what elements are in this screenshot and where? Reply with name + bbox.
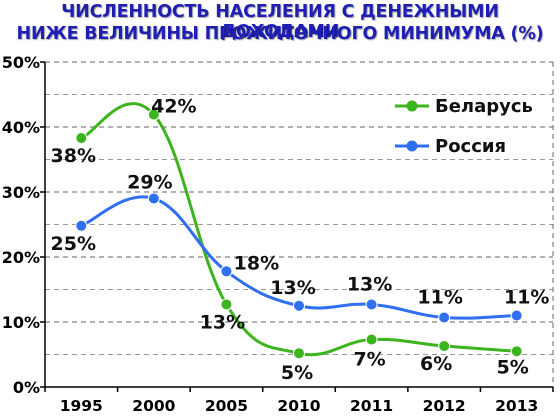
x-tick-label: 2013 xyxy=(495,397,538,415)
data-label: 13% xyxy=(270,277,315,299)
data-label: 7% xyxy=(353,349,385,371)
series-russia xyxy=(75,192,523,324)
y-tick-label: 40% xyxy=(2,118,40,137)
data-label: 5% xyxy=(281,362,313,384)
legend-marker xyxy=(406,100,418,112)
y-tick-label: 10% xyxy=(2,313,40,332)
data-label: 5% xyxy=(497,356,529,378)
data-point xyxy=(293,299,305,312)
x-tick-label: 2010 xyxy=(277,397,320,415)
y-tick-label: 20% xyxy=(2,248,40,267)
data-labels: 38% 42% 13% 5% 7% 6% 5% 25% 29% 18% 13% 13% 11% 11% xyxy=(51,96,550,385)
data-point xyxy=(365,333,378,346)
data-point xyxy=(510,345,523,358)
y-tick-label: 30% xyxy=(2,183,40,202)
data-label: 13% xyxy=(347,273,392,295)
x-tick-label: 2011 xyxy=(350,397,393,415)
data-point xyxy=(510,309,523,322)
legend-marker xyxy=(406,140,418,152)
y-tick-label: 50% xyxy=(2,53,40,72)
data-label: 6% xyxy=(420,353,452,375)
data-point xyxy=(220,265,233,278)
x-tick-label: 2012 xyxy=(423,397,466,415)
chart-title-line-1: ЧИСЛЕННОСТЬ НАСЕЛЕНИЯ С ДЕНЕЖНЫМИ ДОХОДА… xyxy=(61,2,499,42)
data-label: 18% xyxy=(234,252,279,274)
data-label: 13% xyxy=(200,311,245,333)
data-point xyxy=(75,132,88,145)
data-point xyxy=(438,311,451,324)
y-tick-label: 0% xyxy=(13,378,40,397)
legend-label: Россия xyxy=(435,136,506,157)
data-point xyxy=(365,298,378,311)
legend: Беларусь Россия xyxy=(395,96,533,157)
data-label: 38% xyxy=(51,145,96,167)
data-label: 11% xyxy=(417,286,462,308)
data-point xyxy=(220,298,233,311)
data-label: 11% xyxy=(504,287,549,309)
x-tick-label: 1995 xyxy=(60,397,103,415)
data-point xyxy=(293,347,305,360)
axes: 0% 10% 20% 30% 40% 50% 1995 2000 2005 2010 2011 201… xyxy=(2,53,554,415)
x-tick-label: 2000 xyxy=(132,397,175,415)
chart-title-line-2: НИЖЕ ВЕЛИЧИНЫ ПРОЖИТОЧНОГО МИНИМУМА (%) xyxy=(16,24,544,44)
data-label: 42% xyxy=(151,96,196,118)
legend-item-russia: Россия xyxy=(395,136,506,157)
data-point xyxy=(147,192,160,205)
data-label: 25% xyxy=(51,233,96,255)
data-point xyxy=(147,108,160,121)
legend-label: Беларусь xyxy=(435,96,533,117)
series xyxy=(75,102,523,360)
data-label: 29% xyxy=(127,172,172,194)
data-point xyxy=(75,219,88,232)
series-belarus xyxy=(75,102,523,360)
legend-item-belarus: Беларусь xyxy=(395,96,533,117)
x-tick-label: 2005 xyxy=(205,397,248,415)
data-point xyxy=(438,340,451,353)
